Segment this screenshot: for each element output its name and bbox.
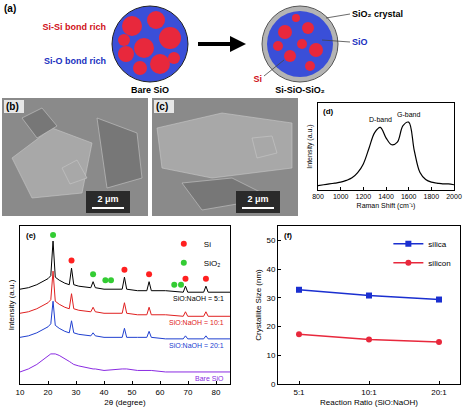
svg-text:10: 10 bbox=[266, 351, 275, 360]
svg-text:1600: 1600 bbox=[401, 193, 417, 200]
svg-text:Intensity (a.u.): Intensity (a.u.) bbox=[306, 124, 314, 168]
svg-text:40: 40 bbox=[100, 388, 109, 397]
svg-text:20: 20 bbox=[44, 388, 53, 397]
svg-text:Raman Shift (cm⁻¹): Raman Shift (cm⁻¹) bbox=[357, 202, 416, 210]
svg-text:Si-SiO-SiO₂: Si-SiO-SiO₂ bbox=[275, 85, 325, 95]
svg-text:80: 80 bbox=[212, 388, 221, 397]
svg-text:Si: Si bbox=[253, 74, 262, 84]
svg-text:Si-O bond rich: Si-O bond rich bbox=[44, 56, 106, 66]
svg-text:20:1: 20:1 bbox=[431, 388, 447, 397]
svg-text:10: 10 bbox=[16, 388, 25, 397]
svg-text:30: 30 bbox=[72, 388, 81, 397]
svg-text:silicon: silicon bbox=[428, 259, 450, 268]
svg-text:Intensity (a.u.): Intensity (a.u.) bbox=[7, 279, 16, 330]
svg-text:SiO: SiO bbox=[352, 37, 368, 47]
svg-text:G-band: G-band bbox=[397, 111, 420, 118]
svg-text:(a): (a) bbox=[4, 3, 16, 14]
svg-text:800: 800 bbox=[312, 193, 324, 200]
svg-text:70: 70 bbox=[184, 388, 193, 397]
svg-text:Si: Si bbox=[204, 240, 211, 249]
svg-text:(b): (b) bbox=[6, 101, 19, 112]
svg-text:2 μm: 2 μm bbox=[247, 194, 268, 204]
svg-text:SiO:NaOH = 20:1: SiO:NaOH = 20:1 bbox=[169, 342, 224, 349]
svg-text:Bare SiO: Bare SiO bbox=[195, 375, 224, 382]
svg-text:Si-Si bond rich: Si-Si bond rich bbox=[42, 22, 106, 32]
svg-text:SiO₂ crystal: SiO₂ crystal bbox=[352, 9, 403, 19]
svg-text:2 μm: 2 μm bbox=[97, 194, 118, 204]
svg-text:50: 50 bbox=[266, 236, 275, 245]
svg-text:(f): (f) bbox=[284, 231, 292, 240]
svg-text:(c): (c) bbox=[156, 101, 168, 112]
svg-text:SiO:NaOH = 5:1: SiO:NaOH = 5:1 bbox=[173, 295, 224, 302]
svg-text:(e): (e) bbox=[26, 231, 36, 240]
svg-text:60: 60 bbox=[156, 388, 165, 397]
svg-text:2000: 2000 bbox=[446, 193, 462, 200]
svg-text:5:1: 5:1 bbox=[293, 388, 305, 397]
svg-text:silica: silica bbox=[428, 240, 446, 249]
svg-text:40: 40 bbox=[266, 265, 275, 274]
svg-text:2θ (degree): 2θ (degree) bbox=[104, 398, 146, 407]
svg-text:D-band: D-band bbox=[369, 116, 392, 123]
svg-text:Reaction Ratio (SiO:NaOH): Reaction Ratio (SiO:NaOH) bbox=[320, 398, 418, 407]
svg-text:1800: 1800 bbox=[424, 193, 440, 200]
svg-text:SiO:NaOH = 10:1: SiO:NaOH = 10:1 bbox=[169, 319, 224, 326]
svg-text:Crystallite Size (nm): Crystallite Size (nm) bbox=[254, 269, 263, 341]
svg-text:Bare SiO: Bare SiO bbox=[131, 85, 169, 95]
svg-text:1200: 1200 bbox=[356, 193, 372, 200]
svg-text:30: 30 bbox=[266, 294, 275, 303]
svg-text:1000: 1000 bbox=[333, 193, 349, 200]
svg-text:0: 0 bbox=[271, 380, 276, 389]
svg-text:20: 20 bbox=[266, 322, 275, 331]
svg-text:50: 50 bbox=[128, 388, 137, 397]
svg-text:SiO₂: SiO₂ bbox=[204, 259, 220, 268]
svg-text:(d): (d) bbox=[323, 107, 334, 116]
svg-text:1400: 1400 bbox=[378, 193, 394, 200]
svg-text:10:1: 10:1 bbox=[361, 388, 377, 397]
